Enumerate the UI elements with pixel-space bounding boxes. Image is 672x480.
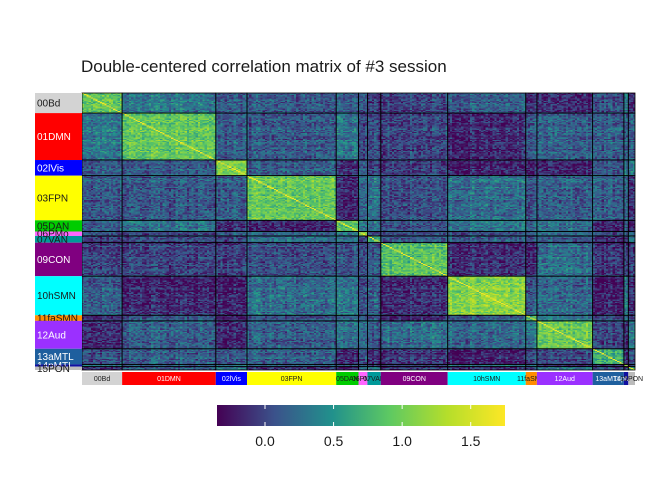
column-network-band [367, 372, 381, 385]
row-network-label: 09CON [37, 255, 70, 266]
row-network-band [35, 235, 82, 243]
row-network-band [35, 231, 82, 236]
row-network-band [35, 220, 82, 232]
column-network-label: 09CON [403, 376, 426, 383]
colorbar-tick-label: 0.0 [255, 433, 275, 449]
row-network-band [35, 113, 82, 161]
row-network-band [35, 348, 82, 365]
column-network-band [525, 372, 537, 385]
column-network-band [592, 372, 624, 385]
row-network-band [35, 160, 82, 176]
column-network-band [358, 372, 368, 385]
row-network-label: 07VAN [37, 235, 68, 246]
column-network-label: 12Aud [555, 376, 575, 383]
column-network-label: 01DMN [157, 376, 181, 383]
column-network-label: 07VAN [363, 376, 385, 383]
row-network-band [35, 315, 82, 321]
heatmap-matrix [81, 92, 636, 371]
column-network-band [380, 372, 448, 385]
row-network-label: 06PMo [37, 229, 69, 240]
column-network-band [623, 372, 629, 385]
row-network-band [35, 242, 82, 277]
colorbar-tick-label: 1.5 [461, 433, 481, 449]
colorbar-bar [217, 405, 505, 426]
row-network-label: 14pMTL [37, 361, 74, 372]
column-network-label: 15PON [620, 376, 643, 383]
colorbar-tick-label: 0.5 [324, 433, 344, 449]
row-network-band [35, 93, 82, 114]
column-network-label: 13aMTL [595, 376, 621, 383]
column-network-label: 10hSMN [473, 376, 500, 383]
colorbar-tick-label: 1.0 [392, 433, 412, 449]
colorbar-legend: 0.0 0.5 1.0 1.5 [217, 405, 505, 449]
row-network-label: 15PON [37, 364, 70, 375]
row-network-band [35, 175, 82, 221]
column-network-band [628, 372, 635, 385]
column-network-label: 02lVis [222, 376, 241, 383]
column-network-band [122, 372, 216, 385]
row-network-label: 10hSMN [37, 291, 76, 302]
column-network-band [82, 372, 123, 385]
column-network-band [447, 372, 526, 385]
row-network-band [35, 364, 82, 367]
row-network-label: 11faSMN [37, 314, 78, 325]
row-network-label: 02lVis [37, 163, 64, 174]
column-network-label: 00Bd [94, 376, 110, 383]
row-network-label: 01DMN [37, 132, 71, 143]
column-network-label: 14pMTL [613, 376, 639, 383]
column-network-label: 03FPN [281, 376, 303, 383]
chart-title: Double-centered correlation matrix of #3… [81, 57, 447, 76]
column-network-label: 05DAN [336, 376, 359, 383]
column-network-band [215, 372, 248, 385]
row-network-label: 12Aud [37, 330, 66, 341]
row-network-label: 00Bd [37, 99, 60, 110]
column-network-band [247, 372, 337, 385]
row-network-band [35, 366, 82, 370]
row-network-label: 05DAN [37, 221, 69, 232]
row-network-label: 03FPN [37, 193, 68, 204]
network-block-outline [627, 366, 636, 371]
column-network-label: 06PMo [352, 376, 374, 383]
row-network-band [35, 276, 82, 316]
column-network-band [336, 372, 359, 385]
row-network-label: 13aMTL [37, 352, 74, 363]
column-network-label: 11faSMN [517, 376, 546, 383]
column-network-band [536, 372, 593, 385]
row-network-band [35, 320, 82, 349]
